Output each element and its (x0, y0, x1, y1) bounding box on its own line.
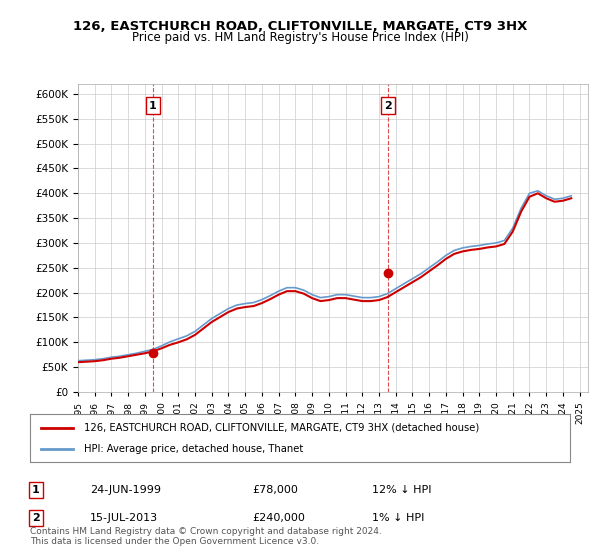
Text: £78,000: £78,000 (252, 485, 298, 495)
Text: 12% ↓ HPI: 12% ↓ HPI (372, 485, 431, 495)
Text: 2: 2 (384, 101, 392, 110)
Text: 2: 2 (32, 513, 40, 523)
Text: 24-JUN-1999: 24-JUN-1999 (90, 485, 161, 495)
Text: 1% ↓ HPI: 1% ↓ HPI (372, 513, 424, 523)
Text: Price paid vs. HM Land Registry's House Price Index (HPI): Price paid vs. HM Land Registry's House … (131, 31, 469, 44)
Text: 15-JUL-2013: 15-JUL-2013 (90, 513, 158, 523)
Text: 1: 1 (149, 101, 157, 110)
Text: £240,000: £240,000 (252, 513, 305, 523)
Text: 126, EASTCHURCH ROAD, CLIFTONVILLE, MARGATE, CT9 3HX (detached house): 126, EASTCHURCH ROAD, CLIFTONVILLE, MARG… (84, 423, 479, 433)
Text: 1: 1 (32, 485, 40, 495)
Text: Contains HM Land Registry data © Crown copyright and database right 2024.
This d: Contains HM Land Registry data © Crown c… (30, 526, 382, 546)
Text: HPI: Average price, detached house, Thanet: HPI: Average price, detached house, Than… (84, 444, 303, 454)
Text: 126, EASTCHURCH ROAD, CLIFTONVILLE, MARGATE, CT9 3HX: 126, EASTCHURCH ROAD, CLIFTONVILLE, MARG… (73, 20, 527, 32)
